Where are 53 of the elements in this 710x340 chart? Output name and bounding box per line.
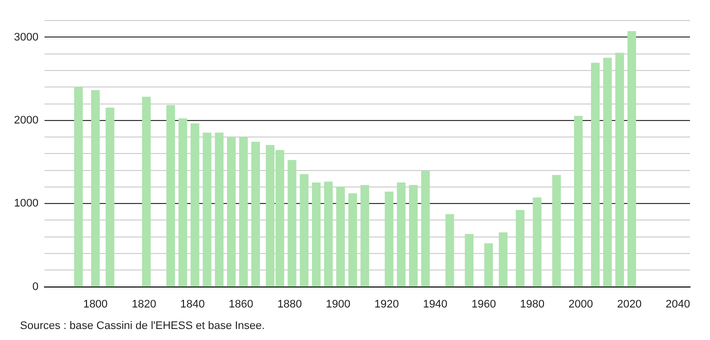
bar [360, 184, 370, 287]
x-tick-label: 2040 [666, 298, 690, 310]
bar [603, 58, 612, 287]
bar [396, 182, 406, 287]
bar [106, 108, 114, 287]
x-tick-label: 1900 [326, 298, 350, 310]
bar [214, 132, 224, 287]
bar [74, 86, 83, 287]
bar [615, 52, 624, 287]
x-tick-label: 1840 [180, 298, 205, 310]
bar [202, 132, 212, 287]
x-tick-label: 2020 [617, 298, 642, 310]
bar [445, 214, 454, 287]
x-tick-label: 2000 [568, 298, 594, 310]
bar [421, 170, 430, 287]
x-tick-label: 1820 [132, 298, 156, 310]
bar [336, 186, 345, 287]
bar [552, 175, 561, 287]
x-tick-label: 1860 [228, 298, 254, 310]
bar [384, 192, 394, 287]
bar [574, 116, 583, 287]
x-tick-label: 1800 [83, 298, 108, 310]
source-note: Sources : base Cassini de l'EHESS et base Insee. [20, 320, 266, 332]
bar [166, 105, 175, 287]
bar [91, 90, 100, 287]
y-tick-label: 1000 [14, 198, 38, 210]
bar [498, 232, 508, 287]
bar [627, 31, 636, 287]
x-tick-label: 1960 [471, 298, 496, 310]
bar [532, 197, 542, 287]
bar [239, 136, 248, 287]
bar [484, 243, 493, 287]
bar [178, 118, 188, 287]
bar [324, 182, 333, 287]
bar [288, 160, 296, 287]
bar [516, 210, 524, 287]
bar [227, 136, 236, 287]
bar [464, 234, 474, 287]
y-tick-label: 0 [32, 280, 38, 293]
x-tick-label: 1920 [374, 298, 399, 310]
x-tick-label: 1980 [520, 298, 544, 310]
bar [300, 174, 308, 287]
bar [312, 182, 321, 287]
y-tick-label: 2000 [14, 114, 38, 126]
bar [142, 96, 151, 287]
bar [409, 184, 418, 287]
bar [190, 123, 200, 287]
bar [251, 142, 260, 287]
bar [348, 193, 358, 287]
x-tick-label: 1940 [422, 298, 448, 310]
bar [591, 62, 600, 287]
y-tick-label: 3000 [14, 31, 38, 44]
x-tick-label: 1880 [277, 298, 302, 310]
